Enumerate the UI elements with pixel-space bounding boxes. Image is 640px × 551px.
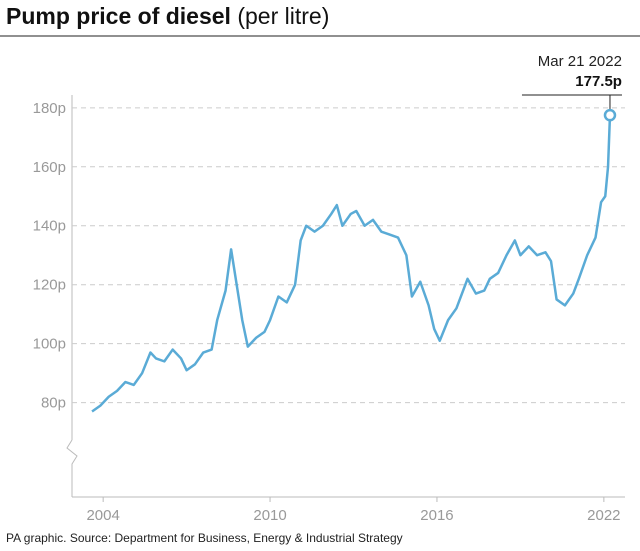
title-main: Pump price of diesel [6,3,231,29]
source: PA graphic. Source: Department for Busin… [6,531,403,545]
x-tick-label: 2010 [253,507,286,524]
title-sub: (per litre) [237,3,329,29]
y-tick-label: 120p [33,277,66,294]
end-marker [603,108,617,122]
y-tick-label: 100p [33,336,66,353]
y-tick-label: 80p [41,395,66,412]
y-tick-label: 160p [33,159,66,176]
axis-break [66,439,78,497]
y-tick-label: 140p [33,218,66,235]
x-tick-label: 2022 [587,507,620,524]
x-tick-label: 2004 [86,507,119,524]
y-tick-label: 180p [33,100,66,117]
chart-title: Pump price of diesel (per litre) [6,3,329,29]
line [91,115,612,413]
x-tick-label: 2016 [420,507,453,524]
annotation-value: 177.5p [575,73,622,90]
annotation-date: Mar 21 2022 [538,53,622,70]
